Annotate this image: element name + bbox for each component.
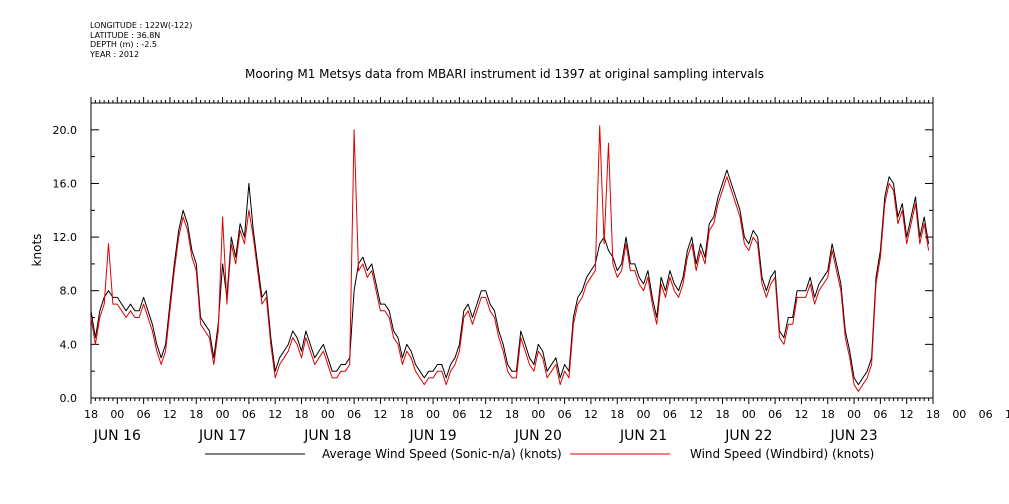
legend-label-average: Average Wind Speed (Sonic-n/a) (knots) <box>322 447 562 461</box>
x-tick-label: 06 <box>558 408 572 421</box>
y-tick-label: 12.0 <box>53 231 78 244</box>
x-tick-label: 12 <box>373 408 387 421</box>
series-line-windbird <box>90 125 930 392</box>
y-tick-label: 20.0 <box>53 124 78 137</box>
x-tick-label: 00 <box>952 408 966 421</box>
metadata-block: LONGITUDE : 122W(-122) LATITUDE : 36.8N … <box>90 21 192 59</box>
y-axis-label: knots <box>30 234 44 267</box>
x-tick-label: 12 <box>689 408 703 421</box>
x-tick-label: 00 <box>531 408 545 421</box>
x-tick-label: 00 <box>321 408 335 421</box>
x-tick-label: 18 <box>821 408 835 421</box>
y-tick-label: 8.0 <box>60 285 78 298</box>
x-axis: 18 00 06 12 18 00 06 12 18 00 06 12 18 00 06 12 18 00 06 12… <box>84 97 1009 444</box>
x-tick-label: 12 <box>584 408 598 421</box>
y-axis: 0.0 4.0 8.0 12.0 16.0 20.0 <box>53 102 933 405</box>
year-label: YEAR : 2012 <box>90 49 140 59</box>
x-tick-label: 12 <box>163 408 177 421</box>
series-lines <box>90 125 930 392</box>
x-tick-label: 00 <box>426 408 440 421</box>
x-day-label: JUN 19 <box>409 428 457 444</box>
x-tick-label: 06 <box>979 408 993 421</box>
x-tick-label: 00 <box>110 408 124 421</box>
x-tick-label: 06 <box>768 408 782 421</box>
y-tick-label: 16.0 <box>53 177 78 190</box>
x-day-label: JUN 23 <box>830 428 878 444</box>
x-day-label: JUN 16 <box>93 428 141 444</box>
x-day-label: JUN 18 <box>303 428 351 444</box>
x-tick-label: 12 <box>900 408 914 421</box>
x-tick-label: 00 <box>847 408 861 421</box>
x-tick-label: 06 <box>663 408 677 421</box>
x-tick-label: 18 <box>505 408 519 421</box>
plot-frame <box>90 102 934 399</box>
x-tick-label: 18 <box>400 408 414 421</box>
x-tick-label: 06 <box>452 408 466 421</box>
x-tick-label: 06 <box>137 408 151 421</box>
latitude-label: LATITUDE : 36.8N <box>90 30 161 40</box>
x-tick-label: 18 <box>926 408 940 421</box>
x-tick-label: 12 <box>1005 408 1009 421</box>
x-tick-label: 18 <box>189 408 203 421</box>
x-tick-label: 12 <box>268 408 282 421</box>
x-day-label: JUN 22 <box>724 428 772 444</box>
legend: Average Wind Speed (Sonic-n/a) (knots) W… <box>205 447 874 461</box>
x-day-label: JUN 17 <box>198 428 246 444</box>
x-tick-label: 00 <box>742 408 756 421</box>
x-tick-label: 00 <box>637 408 651 421</box>
x-day-label: JUN 20 <box>514 428 562 444</box>
x-day-label: JUN 21 <box>619 428 667 444</box>
depth-label: DEPTH (m) : -2.5 <box>90 40 157 50</box>
x-tick-label: 12 <box>794 408 808 421</box>
x-tick-label: 06 <box>242 408 256 421</box>
x-tick-label: 00 <box>216 408 230 421</box>
y-tick-label: 0.0 <box>60 392 78 405</box>
x-tick-label: 18 <box>84 408 98 421</box>
x-tick-label: 06 <box>347 408 361 421</box>
chart-title: Mooring M1 Metsys data from MBARI instru… <box>245 67 764 81</box>
y-tick-label: 4.0 <box>60 338 78 351</box>
legend-label-windbird: Wind Speed (Windbird) (knots) <box>690 447 874 461</box>
x-tick-label: 18 <box>610 408 624 421</box>
x-tick-label: 18 <box>295 408 309 421</box>
x-tick-label: 12 <box>479 408 493 421</box>
series-line-average-wind <box>90 169 930 386</box>
x-tick-label: 18 <box>716 408 730 421</box>
longitude-label: LONGITUDE : 122W(-122) <box>90 21 193 30</box>
x-tick-label: 06 <box>873 408 887 421</box>
